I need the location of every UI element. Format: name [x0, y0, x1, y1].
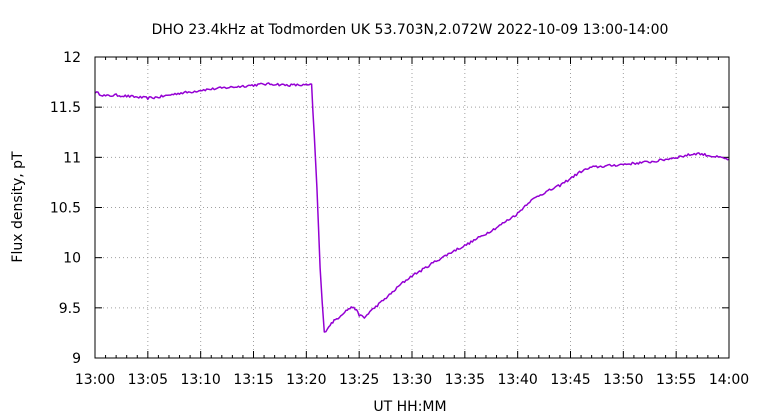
series-line: [94, 82, 730, 333]
x-tick-label: 13:30: [392, 372, 432, 388]
series-group: [94, 82, 730, 333]
x-tick-label: 13:35: [445, 372, 485, 388]
y-tick-label: 11: [63, 150, 81, 166]
plot-frame: [94, 56, 730, 359]
y-axis-label: Flux density, pT: [10, 151, 26, 263]
x-tick-label: 13:05: [128, 372, 168, 388]
y-tick-label: 11.5: [50, 100, 81, 116]
y-tick-label: 9: [72, 351, 81, 367]
x-tick-label: 13:00: [75, 372, 115, 388]
x-tick-label: 13:55: [656, 372, 696, 388]
x-tick-label: 13:50: [603, 372, 643, 388]
x-tick-label: 13:10: [180, 372, 220, 388]
y-tick-label: 9.5: [59, 301, 81, 317]
x-tick-label: 13:15: [233, 372, 273, 388]
x-axis-label: UT HH:MM: [373, 399, 446, 415]
chart-title: DHO 23.4kHz at Todmorden UK 53.703N,2.07…: [152, 22, 669, 38]
x-tick-label: 13:25: [339, 372, 379, 388]
y-tick-label: 12: [63, 50, 81, 66]
grid: [95, 57, 729, 358]
y-tick-label: 10.5: [50, 201, 81, 217]
tick-labels: 13:00 13:05 13:10 13:15 13:20 13:25 13:30 13:35…: [50, 50, 749, 388]
y-tick-label: 10: [63, 251, 81, 267]
x-tick-label: 13:40: [497, 372, 537, 388]
x-tick-label: 13:20: [286, 372, 326, 388]
x-tick-label: 14:00: [709, 372, 749, 388]
x-tick-label: 13:45: [550, 372, 590, 388]
